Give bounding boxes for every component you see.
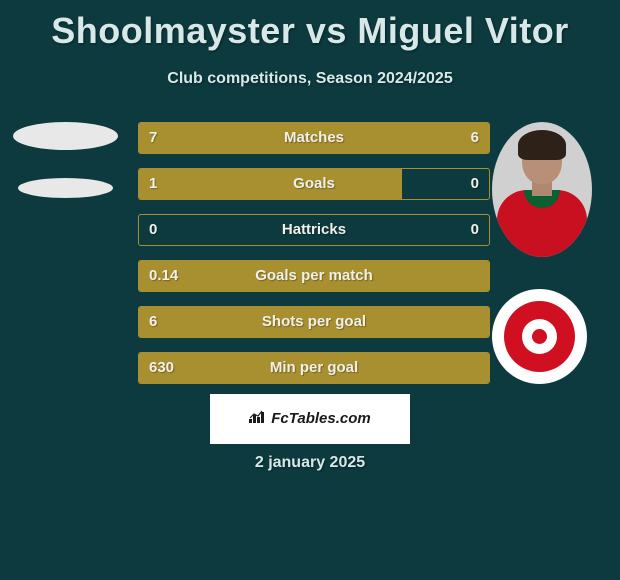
stat-row: 0.14Goals per match xyxy=(138,260,490,292)
player1-image-column xyxy=(8,122,123,198)
player1-club-placeholder-shape xyxy=(18,178,113,198)
stat-row: 6Shots per goal xyxy=(138,306,490,338)
comparison-title: Shoolmayster vs Miguel Vitor xyxy=(0,0,620,52)
stat-label: Hattricks xyxy=(139,215,489,245)
player2-hair xyxy=(518,130,566,160)
stat-label: Goals xyxy=(139,169,489,199)
player1-name: Shoolmayster xyxy=(51,10,295,51)
player2-photo xyxy=(492,122,592,257)
fctables-logo-icon xyxy=(249,394,267,444)
stat-label: Goals per match xyxy=(139,261,489,291)
stat-row: 10Goals xyxy=(138,168,490,200)
player2-name: Miguel Vitor xyxy=(357,10,568,51)
stat-row: 630Min per goal xyxy=(138,352,490,384)
stat-row: 76Matches xyxy=(138,122,490,154)
player2-club-badge xyxy=(492,289,587,384)
attribution-badge: FcTables.com xyxy=(210,394,410,444)
stat-label: Matches xyxy=(139,123,489,153)
stat-label: Min per goal xyxy=(139,353,489,383)
player1-placeholder-shape xyxy=(13,122,118,150)
player2-image-column xyxy=(492,122,592,384)
date-text: 2 january 2025 xyxy=(0,454,620,472)
attribution-text: FcTables.com xyxy=(271,410,370,427)
subtitle: Club competitions, Season 2024/2025 xyxy=(0,70,620,88)
stat-row: 00Hattricks xyxy=(138,214,490,246)
stat-label: Shots per goal xyxy=(139,307,489,337)
vs-separator: vs xyxy=(295,10,357,51)
stats-rows: 76Matches 10Goals 00Hattricks 0.14Goals per… xyxy=(138,122,490,398)
club-badge-dot xyxy=(532,329,547,344)
